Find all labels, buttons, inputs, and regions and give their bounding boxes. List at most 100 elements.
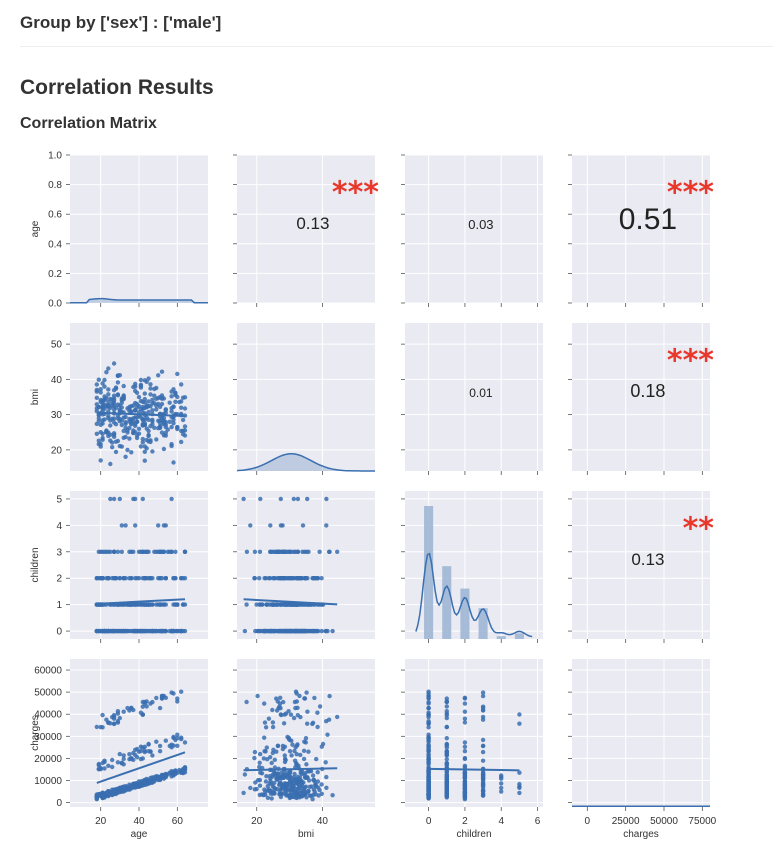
x-tick-label: 4 <box>498 816 504 827</box>
scatter-point <box>148 701 153 706</box>
histogram-bar <box>514 633 524 639</box>
scatter-point <box>117 576 123 581</box>
scatter-point <box>306 749 311 754</box>
scatter-point <box>115 549 121 554</box>
scatter-point <box>241 496 246 502</box>
scatter-point <box>154 407 159 412</box>
scatter-point <box>270 707 275 713</box>
scatter-point <box>161 549 167 554</box>
scatter-point <box>98 458 103 463</box>
scatter-points <box>241 689 340 802</box>
scatter-point <box>111 398 117 403</box>
scatter-point <box>111 549 117 554</box>
scatter-point <box>134 401 140 407</box>
scatter-point <box>303 736 309 741</box>
histogram-bar <box>424 506 434 639</box>
scatter-point <box>175 736 180 741</box>
scatter-point <box>138 748 144 754</box>
scatter-point <box>293 795 298 800</box>
scatter-point <box>444 736 449 741</box>
scatter-point <box>312 779 317 784</box>
scatter-point <box>324 628 329 634</box>
y-tick-label: 2 <box>56 574 62 585</box>
scatter-point <box>163 602 168 607</box>
scatter-point <box>462 740 468 745</box>
scatter-point <box>115 380 121 385</box>
scatter-point <box>138 756 144 762</box>
section-title: Correlation Results <box>20 76 214 99</box>
scatter-point <box>131 757 136 762</box>
scatter-point <box>314 628 319 634</box>
significance-stars: *** <box>667 175 714 210</box>
scatter-point <box>102 384 107 389</box>
scatter-point <box>154 403 159 408</box>
scatter-point <box>310 773 316 778</box>
scatter-point <box>462 720 468 725</box>
group-title: Group by ['sex'] : ['male'] <box>20 13 222 32</box>
scatter-point <box>288 779 293 785</box>
scatter-point <box>444 788 449 793</box>
panel-age-charges: 0.51*** <box>568 154 714 307</box>
scatter-point <box>293 628 298 634</box>
scatter-point <box>182 549 188 554</box>
x-axis-label: bmi <box>298 829 314 840</box>
y-tick-label: 0.0 <box>48 299 62 310</box>
histogram-bar <box>442 566 452 639</box>
scatter-point <box>142 628 147 634</box>
panel-background <box>572 323 710 471</box>
scatter-point <box>182 424 188 429</box>
scatter-point <box>298 752 303 758</box>
scatter-point <box>182 395 188 400</box>
scatter-point <box>113 386 119 391</box>
scatter-point <box>140 496 145 502</box>
scatter-point <box>129 783 134 788</box>
scatter-point <box>258 628 263 634</box>
scatter-point <box>278 602 283 607</box>
scatter-point <box>169 406 174 411</box>
scatter-point <box>462 763 468 768</box>
panel-background <box>237 155 375 303</box>
scatter-point <box>270 628 275 634</box>
scatter-point <box>258 770 263 775</box>
scatter-point <box>462 787 468 792</box>
scatter-point <box>133 784 138 789</box>
scatter-point <box>106 416 111 421</box>
subsection-title: Correlation Matrix <box>20 115 157 132</box>
scatter-point <box>444 709 449 714</box>
scatter-point <box>134 746 140 752</box>
scatter-point <box>444 696 449 701</box>
scatter-point <box>142 449 147 454</box>
scatter-point <box>142 405 147 411</box>
panel-bmi-bmi <box>233 323 375 475</box>
scatter-point <box>310 720 316 725</box>
scatter-point <box>262 701 267 706</box>
scatter-point <box>257 760 262 765</box>
scatter-point <box>257 549 263 554</box>
scatter-point <box>108 423 113 428</box>
scatter-point <box>142 378 147 383</box>
scatter-point <box>300 523 306 528</box>
y-tick-label: 1 <box>56 600 62 611</box>
scatter-point <box>279 770 284 775</box>
regression-line <box>243 767 338 772</box>
kde-curve <box>415 552 533 638</box>
scatter-point <box>462 791 468 797</box>
scatter-point <box>462 756 468 762</box>
scatter-point <box>102 406 107 411</box>
scatter-point <box>426 701 431 706</box>
scatter-point <box>252 576 257 581</box>
scatter-point <box>265 795 271 800</box>
y-tick-label: 1.0 <box>48 151 62 162</box>
scatter-point <box>311 787 316 792</box>
scatter-point <box>138 744 144 749</box>
scatter-point <box>179 439 184 445</box>
panel-children-bmi <box>233 491 375 643</box>
scatter-point <box>115 402 121 407</box>
scatter-point <box>144 415 149 420</box>
scatter-point <box>106 387 111 392</box>
scatter-point <box>264 602 269 607</box>
y-tick-label: 60000 <box>34 666 62 677</box>
scatter-point <box>171 460 176 465</box>
scatter-point <box>292 549 297 554</box>
scatter-point <box>154 774 159 779</box>
